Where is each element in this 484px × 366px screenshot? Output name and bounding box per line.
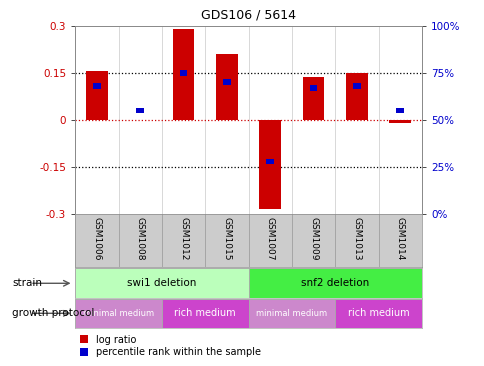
Bar [136, 108, 144, 113]
Bar [395, 108, 403, 113]
Text: GSM1015: GSM1015 [222, 217, 231, 260]
Text: GSM1006: GSM1006 [92, 217, 101, 260]
Bar [352, 83, 360, 89]
Bar [346, 73, 367, 120]
Text: growth protocol: growth protocol [12, 308, 94, 318]
Bar [215, 54, 237, 120]
Bar [86, 71, 107, 120]
Bar [172, 29, 194, 120]
Bar [259, 120, 281, 209]
Legend: log ratio, percentile rank within the sample: log ratio, percentile rank within the sa… [80, 335, 260, 358]
Text: GSM1013: GSM1013 [352, 217, 361, 260]
Bar [302, 78, 324, 120]
Bar [223, 79, 230, 85]
Text: GSM1008: GSM1008 [136, 217, 144, 260]
Text: swi1 deletion: swi1 deletion [127, 278, 196, 288]
Text: strain: strain [12, 278, 42, 288]
Bar [248, 299, 334, 328]
Title: GDS106 / 5614: GDS106 / 5614 [201, 9, 295, 22]
Text: snf2 deletion: snf2 deletion [301, 278, 369, 288]
Text: GSM1007: GSM1007 [265, 217, 274, 260]
Bar [93, 83, 101, 89]
Bar [334, 299, 421, 328]
Bar [309, 85, 317, 91]
Text: GSM1014: GSM1014 [395, 217, 404, 260]
Bar [248, 268, 421, 298]
Bar [162, 299, 248, 328]
Text: minimal medium: minimal medium [256, 309, 327, 318]
Text: rich medium: rich medium [347, 308, 408, 318]
Text: minimal medium: minimal medium [83, 309, 154, 318]
Text: GSM1009: GSM1009 [308, 217, 318, 260]
Text: GSM1012: GSM1012 [179, 217, 188, 260]
Bar [179, 70, 187, 75]
Text: rich medium: rich medium [174, 308, 236, 318]
Bar [389, 120, 410, 123]
Bar [75, 299, 162, 328]
Bar [266, 158, 273, 164]
Bar [75, 268, 248, 298]
